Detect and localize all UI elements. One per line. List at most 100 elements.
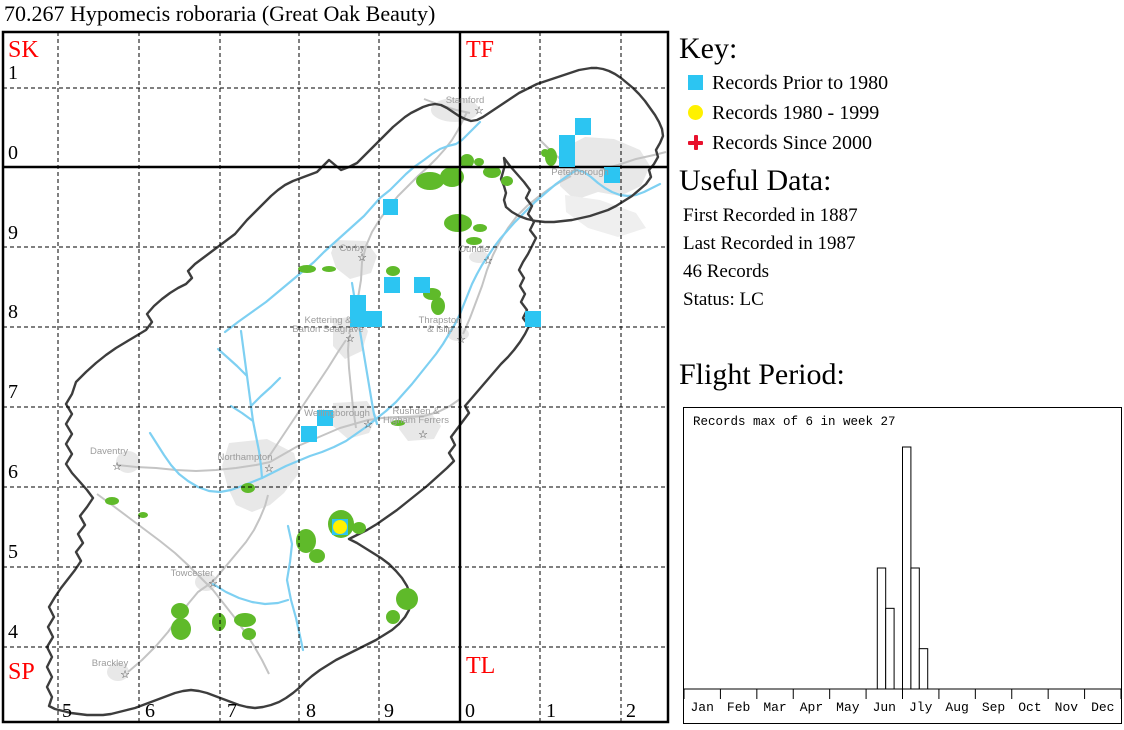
legend-label: Records Prior to 1980 <box>712 72 889 94</box>
useful-data-line: First Recorded in 1887 <box>683 205 858 226</box>
woodland-patch <box>171 603 189 619</box>
flight-period-heading: Flight Period: <box>679 358 845 391</box>
y-axis-label: 7 <box>8 381 18 403</box>
river <box>229 404 255 423</box>
useful-data-line: Status: LC <box>683 289 764 310</box>
histogram-bar <box>885 607 895 690</box>
woodland-patch <box>391 420 405 426</box>
x-axis-label: 0 <box>465 700 475 722</box>
record-square-pre1980 <box>350 295 366 327</box>
county-boundary <box>45 66 665 717</box>
town-label: Thrapston <box>419 315 462 326</box>
month-label: Jly <box>909 700 933 715</box>
road <box>267 339 347 459</box>
woodland-patch <box>396 588 418 610</box>
woodland-patch <box>541 149 549 157</box>
town-star-icon: ☆ <box>345 333 355 345</box>
grid-square-label: SK <box>8 37 39 63</box>
month-label: Sep <box>982 700 1005 715</box>
month-label: Nov <box>1055 700 1079 715</box>
grid-square-label: TF <box>466 37 494 63</box>
histogram-bar <box>876 567 887 690</box>
woodland-patch <box>474 158 484 166</box>
month-label: Jan <box>691 700 714 715</box>
town-star-icon: ☆ <box>208 578 218 590</box>
woodland-patch <box>241 483 255 493</box>
town-star-icon: ☆ <box>357 252 367 264</box>
chart-annotation: Records max of 6 in week 27 <box>693 415 896 429</box>
distribution-map: Stamford☆PeterboroughCorby☆Oundle☆Ketter… <box>1 30 670 724</box>
woodland-patch <box>234 613 256 627</box>
urban-area <box>107 663 129 681</box>
record-square-pre1980 <box>414 277 430 293</box>
woodland-patch <box>171 618 191 640</box>
urban-area <box>399 413 441 441</box>
urban-area <box>222 439 299 512</box>
woodland-patch <box>296 529 316 553</box>
useful-data-line: Last Recorded in 1987 <box>683 233 856 254</box>
record-square-pre1980 <box>604 167 620 183</box>
town-label: Northampton <box>218 452 273 463</box>
flight-period-chart: Records max of 6 in week 27 Jan Feb Mar Apr M… <box>683 407 1122 724</box>
town-label: Daventry <box>90 446 128 457</box>
y-axis-label: 5 <box>8 541 18 563</box>
x-axis-label: 5 <box>62 700 72 722</box>
town-star-icon: ☆ <box>120 669 130 681</box>
x-axis-label: 2 <box>626 700 636 722</box>
town-star-icon: ☆ <box>483 255 493 267</box>
histogram-bar <box>910 567 920 690</box>
urban-area <box>565 195 646 237</box>
town-star-icon: ☆ <box>112 461 122 473</box>
month-label: Aug <box>945 700 968 715</box>
town-label: Kettering & <box>305 315 353 326</box>
legend-label: Records Since 2000 <box>712 132 872 154</box>
square-icon <box>688 75 703 90</box>
road <box>96 493 270 675</box>
road <box>348 111 468 335</box>
record-square-pre1980 <box>301 426 317 442</box>
town-label: Barton Seagrave <box>292 324 363 335</box>
woodland-patch <box>416 172 444 190</box>
histogram-bar <box>918 648 929 690</box>
town-star-icon: ☆ <box>418 429 428 441</box>
histogram-bar <box>902 446 912 690</box>
woodland-patch <box>460 154 474 168</box>
month-label: Jun <box>873 700 896 715</box>
woodland-patch <box>322 266 336 272</box>
river <box>249 376 282 408</box>
town-star-icon: ☆ <box>363 419 373 431</box>
town-label: Oundle <box>459 244 490 255</box>
legend-label: Records 1980 - 1999 <box>712 102 880 124</box>
y-axis-label: 9 <box>8 222 18 244</box>
woodland-patch <box>444 214 472 232</box>
town-star-icon: ☆ <box>474 105 484 117</box>
river <box>223 120 482 334</box>
x-axis-label: 6 <box>145 700 155 722</box>
town-label: Rushden & <box>392 406 440 417</box>
grid-square-label: TL <box>466 653 495 679</box>
flight-period-histogram: Records max of 6 in week 27 Jan Feb Mar Apr M… <box>683 415 1122 715</box>
woodland-patch <box>483 166 501 178</box>
town-label: Corby <box>339 243 365 254</box>
useful-data-heading: Useful Data: <box>679 164 832 197</box>
town-star-icon: ☆ <box>264 463 274 475</box>
record-square-pre1980 <box>383 199 398 215</box>
town-label: Wellingborough <box>304 408 370 419</box>
y-axis-label: 8 <box>8 301 18 323</box>
woodland-patch <box>212 613 226 631</box>
record-square-pre1980 <box>575 118 591 135</box>
record-square-pre1980 <box>366 311 382 327</box>
woodland-patch <box>466 237 482 245</box>
woodland-patch <box>352 522 366 534</box>
town-label: & Islip <box>427 324 453 335</box>
woodland-patch <box>386 610 400 624</box>
woodland-patch <box>386 266 400 276</box>
river <box>216 347 249 378</box>
map-frame <box>1 30 670 724</box>
woodland-patch <box>298 265 316 273</box>
month-label: Feb <box>727 700 750 715</box>
y-axis-label: 6 <box>8 461 18 483</box>
town-label: Peterborough <box>551 167 609 178</box>
x-axis-label: 9 <box>384 700 394 722</box>
